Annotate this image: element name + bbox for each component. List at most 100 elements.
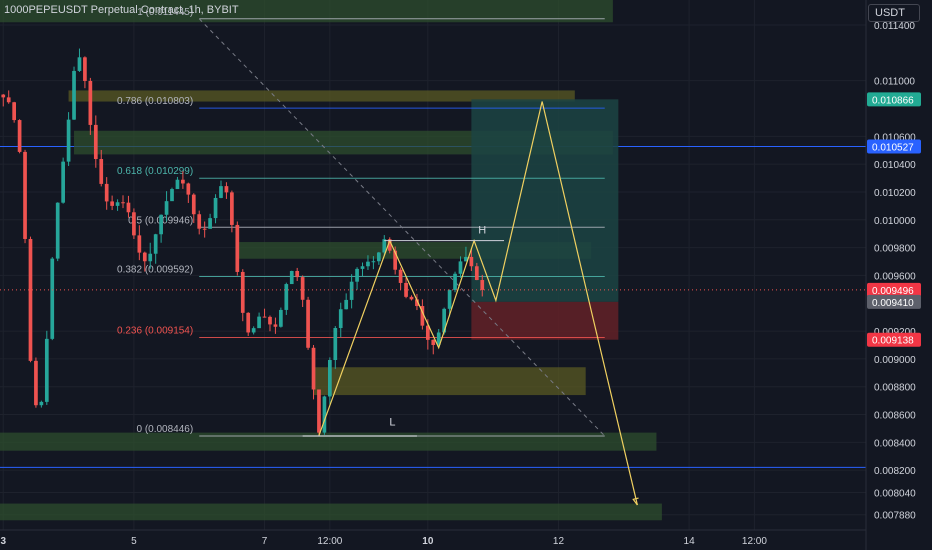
candle-body	[284, 284, 289, 310]
price-badge-label: 0.010866	[872, 95, 914, 106]
candle-body	[99, 159, 104, 184]
candle-body	[366, 261, 370, 267]
candle-body	[436, 332, 441, 345]
y-tick-label: 0.009800	[874, 244, 916, 255]
zone-rect	[0, 503, 662, 521]
pattern-labels: HL	[302, 225, 505, 437]
candle-body	[425, 325, 430, 340]
pattern-label: L	[389, 417, 395, 429]
candle-body	[88, 80, 93, 125]
zone-rect	[68, 90, 575, 102]
candle-body	[72, 70, 76, 120]
candle-body	[322, 396, 327, 433]
arrow-head	[632, 497, 639, 506]
y-tick-label: 0.008200	[874, 466, 916, 477]
candle-body	[17, 120, 22, 152]
zone-rect	[0, 432, 657, 451]
candle-body	[382, 239, 387, 253]
candle-body	[83, 57, 87, 81]
candle-body	[28, 238, 33, 361]
candle-body	[300, 277, 305, 300]
candle-body	[186, 183, 191, 195]
y-tick-label: 0.008400	[874, 438, 916, 449]
candle-body	[338, 309, 343, 329]
candle-body	[257, 316, 261, 329]
candle-body	[289, 270, 294, 285]
fib-level-label: 0.786 (0.010803)	[117, 96, 193, 107]
x-tick-label: 3	[0, 536, 6, 547]
candle-body	[181, 179, 185, 184]
candle-body	[1, 94, 6, 98]
candle-body	[447, 290, 452, 309]
candle-body	[219, 186, 223, 198]
pattern-label: H	[478, 225, 486, 237]
currency-button[interactable]: USDT	[868, 4, 920, 22]
price-badge	[867, 92, 921, 107]
candle-body	[474, 266, 479, 281]
candle-body	[246, 312, 251, 333]
price-badge	[867, 282, 921, 297]
zone-rect	[313, 367, 586, 396]
candle-body	[208, 218, 212, 229]
candle-body	[344, 299, 349, 310]
candle-body	[409, 296, 414, 300]
candle-body	[360, 266, 365, 269]
candle-body	[191, 194, 196, 215]
position-tool	[471, 99, 619, 340]
candle-body	[93, 124, 98, 159]
swing-path	[318, 101, 639, 506]
candle-body	[442, 308, 447, 333]
y-tick-label: 0.009000	[874, 355, 916, 366]
candle-body	[224, 186, 229, 193]
price-badge-label: 0.009138	[872, 336, 914, 347]
candle-body	[153, 234, 158, 254]
candle-body	[6, 97, 11, 103]
price-badge	[867, 294, 921, 309]
candle-body	[333, 328, 338, 361]
candle-body	[393, 250, 398, 270]
y-tick-label: 0.010400	[874, 160, 916, 171]
chart-title: 1000PEPEUSDT Perpetual Contract, 1h, BYB…	[4, 4, 239, 16]
candle-body	[110, 201, 114, 206]
y-tick-label: 0.010600	[874, 132, 916, 143]
fib-trend-line	[198, 18, 606, 437]
candle-body	[420, 306, 425, 326]
candle-body	[240, 271, 245, 313]
candle-body	[170, 189, 174, 202]
candle-body	[132, 212, 136, 236]
projected-swing-path	[318, 101, 638, 506]
candle-body	[175, 179, 180, 190]
x-tick-label: 10	[422, 536, 434, 547]
candle-body	[273, 324, 278, 327]
y-tick-label: 0.011000	[874, 77, 915, 88]
y-tick-label: 0.010000	[874, 216, 916, 227]
candle-body	[251, 328, 256, 333]
candle-body	[159, 214, 163, 235]
candle-body	[398, 269, 403, 283]
candle-body	[39, 401, 44, 406]
candle-body	[431, 339, 436, 345]
y-tick-label: 0.008600	[874, 411, 916, 422]
candle-body	[376, 252, 381, 262]
zone-rect	[0, 0, 613, 23]
candle-body	[355, 268, 359, 282]
y-tick-label: 0.008040	[874, 488, 916, 499]
candle-body	[415, 299, 419, 307]
candle-body	[404, 282, 408, 297]
candle-body	[164, 201, 169, 215]
candle-body	[311, 347, 316, 390]
candle-body	[55, 202, 60, 259]
candle-body	[371, 261, 376, 263]
y-tick-label: 0.009600	[874, 271, 916, 282]
candle-body	[104, 183, 109, 202]
candle-body	[464, 256, 468, 262]
candle-body	[328, 360, 332, 397]
x-tick-label: 5	[131, 536, 137, 547]
candle-body	[213, 197, 218, 219]
candle-body	[137, 235, 142, 253]
price-badge-label: 0.010527	[872, 142, 914, 153]
candle-body	[230, 192, 234, 225]
candle-body	[202, 228, 207, 230]
candle-body	[458, 261, 463, 274]
